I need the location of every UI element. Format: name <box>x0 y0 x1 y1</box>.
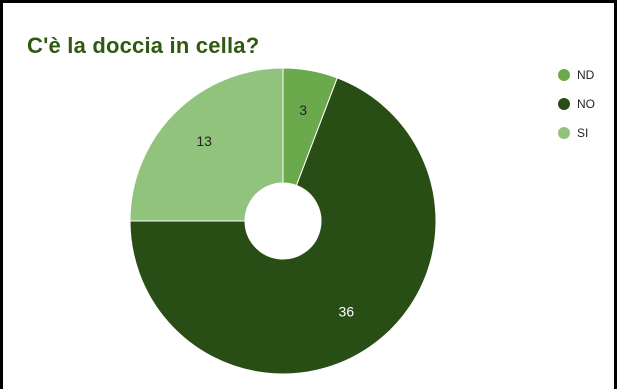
legend-label-no: NO <box>577 96 595 111</box>
donut-chart: 3 36 13 <box>129 67 437 375</box>
legend-label-si: SI <box>577 125 589 140</box>
legend-item-si[interactable]: SI <box>558 125 595 140</box>
data-label-no: 36 <box>339 303 355 319</box>
legend-swatch-si <box>558 126 570 139</box>
legend-swatch-no <box>558 97 570 110</box>
data-label-si: 13 <box>196 133 212 149</box>
legend-item-nd[interactable]: ND <box>558 67 595 82</box>
legend-swatch-nd <box>558 68 570 81</box>
pie-slices <box>129 67 437 375</box>
legend-label-nd: ND <box>577 67 595 82</box>
legend-item-no[interactable]: NO <box>558 96 595 111</box>
chart-title: C'è la doccia in cella? <box>27 33 260 58</box>
data-label-nd: 3 <box>299 102 307 118</box>
pie-slice-si[interactable] <box>129 67 284 222</box>
data-labels: 3 36 13 <box>196 102 354 319</box>
pie-slice-no[interactable] <box>129 77 437 375</box>
chart-legend: ND NO SI <box>558 67 595 154</box>
